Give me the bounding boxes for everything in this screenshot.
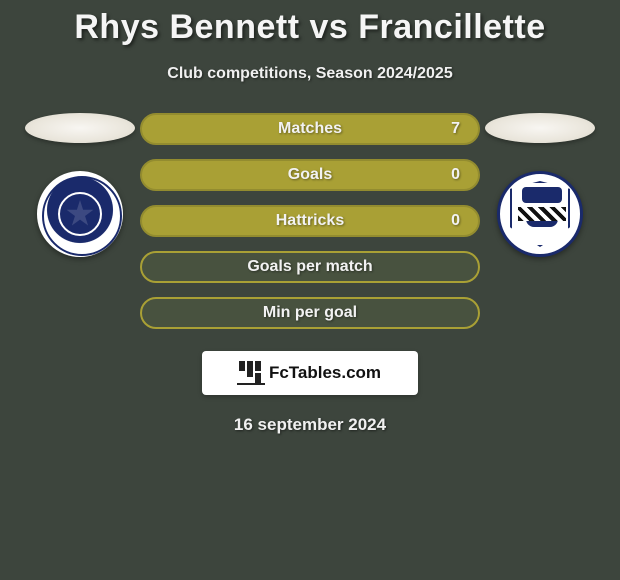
generated-date: 16 september 2024 bbox=[0, 415, 620, 435]
stat-bar-matches: Matches 7 bbox=[140, 113, 480, 145]
stat-bar-goals: Goals 0 bbox=[140, 159, 480, 191]
player-right-column bbox=[480, 113, 600, 257]
player-right-photo-placeholder bbox=[485, 113, 595, 143]
comparison-subtitle: Club competitions, Season 2024/2025 bbox=[0, 65, 620, 83]
branding-badge: FcTables.com bbox=[202, 351, 418, 395]
stats-area: Matches 7 Goals 0 Hattricks 0 Goals per … bbox=[0, 113, 620, 329]
stat-bar-hattricks: Hattricks 0 bbox=[140, 205, 480, 237]
stat-bar-goals-per-match: Goals per match bbox=[140, 251, 480, 283]
stat-value-right: 0 bbox=[451, 166, 460, 184]
player-left-photo-placeholder bbox=[25, 113, 135, 143]
club-crest-right bbox=[497, 171, 583, 257]
stat-label: Min per goal bbox=[263, 304, 357, 322]
stat-value-right: 7 bbox=[451, 120, 460, 138]
stat-bars: Matches 7 Goals 0 Hattricks 0 Goals per … bbox=[140, 113, 480, 329]
stat-label: Matches bbox=[278, 120, 342, 138]
branding-text: FcTables.com bbox=[269, 363, 381, 383]
stat-label: Goals bbox=[288, 166, 332, 184]
player-left-column bbox=[20, 113, 140, 257]
club-crest-right-wave bbox=[526, 217, 558, 227]
stat-bar-min-per-goal: Min per goal bbox=[140, 297, 480, 329]
club-crest-left-inner bbox=[58, 192, 102, 236]
stat-label: Goals per match bbox=[247, 258, 372, 276]
bar-chart-icon bbox=[239, 361, 263, 385]
stat-label: Hattricks bbox=[276, 212, 344, 230]
comparison-title: Rhys Bennett vs Francillette bbox=[0, 0, 620, 47]
stat-value-right: 0 bbox=[451, 212, 460, 230]
club-crest-left bbox=[37, 171, 123, 257]
club-crest-right-inner bbox=[510, 181, 570, 247]
